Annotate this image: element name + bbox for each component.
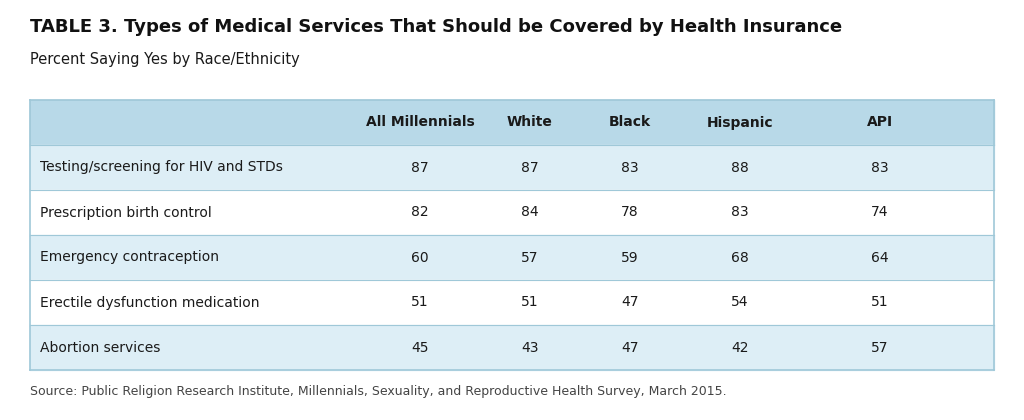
Text: 51: 51 bbox=[521, 296, 539, 310]
Text: Testing/screening for HIV and STDs: Testing/screening for HIV and STDs bbox=[40, 160, 283, 174]
Text: Black: Black bbox=[609, 116, 651, 129]
Text: All Millennials: All Millennials bbox=[366, 116, 474, 129]
Text: 45: 45 bbox=[412, 341, 429, 354]
Text: 59: 59 bbox=[622, 250, 639, 265]
Text: Emergency contraception: Emergency contraception bbox=[40, 250, 219, 265]
Text: 60: 60 bbox=[412, 250, 429, 265]
Text: Prescription birth control: Prescription birth control bbox=[40, 205, 212, 220]
Text: Abortion services: Abortion services bbox=[40, 341, 161, 354]
Text: 78: 78 bbox=[622, 205, 639, 220]
Text: TABLE 3. Types of Medical Services That Should be Covered by Health Insurance: TABLE 3. Types of Medical Services That … bbox=[30, 18, 842, 36]
Text: 83: 83 bbox=[871, 160, 889, 174]
Text: Source: Public Religion Research Institute, Millennials, Sexuality, and Reproduc: Source: Public Religion Research Institu… bbox=[30, 385, 727, 398]
Text: 47: 47 bbox=[622, 341, 639, 354]
Text: 87: 87 bbox=[521, 160, 539, 174]
Text: 87: 87 bbox=[412, 160, 429, 174]
Text: 84: 84 bbox=[521, 205, 539, 220]
Text: 54: 54 bbox=[731, 296, 749, 310]
Text: 88: 88 bbox=[731, 160, 749, 174]
Text: 43: 43 bbox=[521, 341, 539, 354]
Text: Hispanic: Hispanic bbox=[707, 116, 773, 129]
Text: 51: 51 bbox=[871, 296, 889, 310]
Text: 83: 83 bbox=[622, 160, 639, 174]
Text: 42: 42 bbox=[731, 341, 749, 354]
Text: Erectile dysfunction medication: Erectile dysfunction medication bbox=[40, 296, 259, 310]
Text: 64: 64 bbox=[871, 250, 889, 265]
Text: 47: 47 bbox=[622, 296, 639, 310]
Text: 83: 83 bbox=[731, 205, 749, 220]
Text: 68: 68 bbox=[731, 250, 749, 265]
Text: API: API bbox=[867, 116, 893, 129]
Text: 57: 57 bbox=[871, 341, 889, 354]
Text: 57: 57 bbox=[521, 250, 539, 265]
Text: 82: 82 bbox=[412, 205, 429, 220]
Text: White: White bbox=[507, 116, 553, 129]
Text: 74: 74 bbox=[871, 205, 889, 220]
Text: 51: 51 bbox=[412, 296, 429, 310]
Text: Percent Saying Yes by Race/Ethnicity: Percent Saying Yes by Race/Ethnicity bbox=[30, 52, 300, 67]
